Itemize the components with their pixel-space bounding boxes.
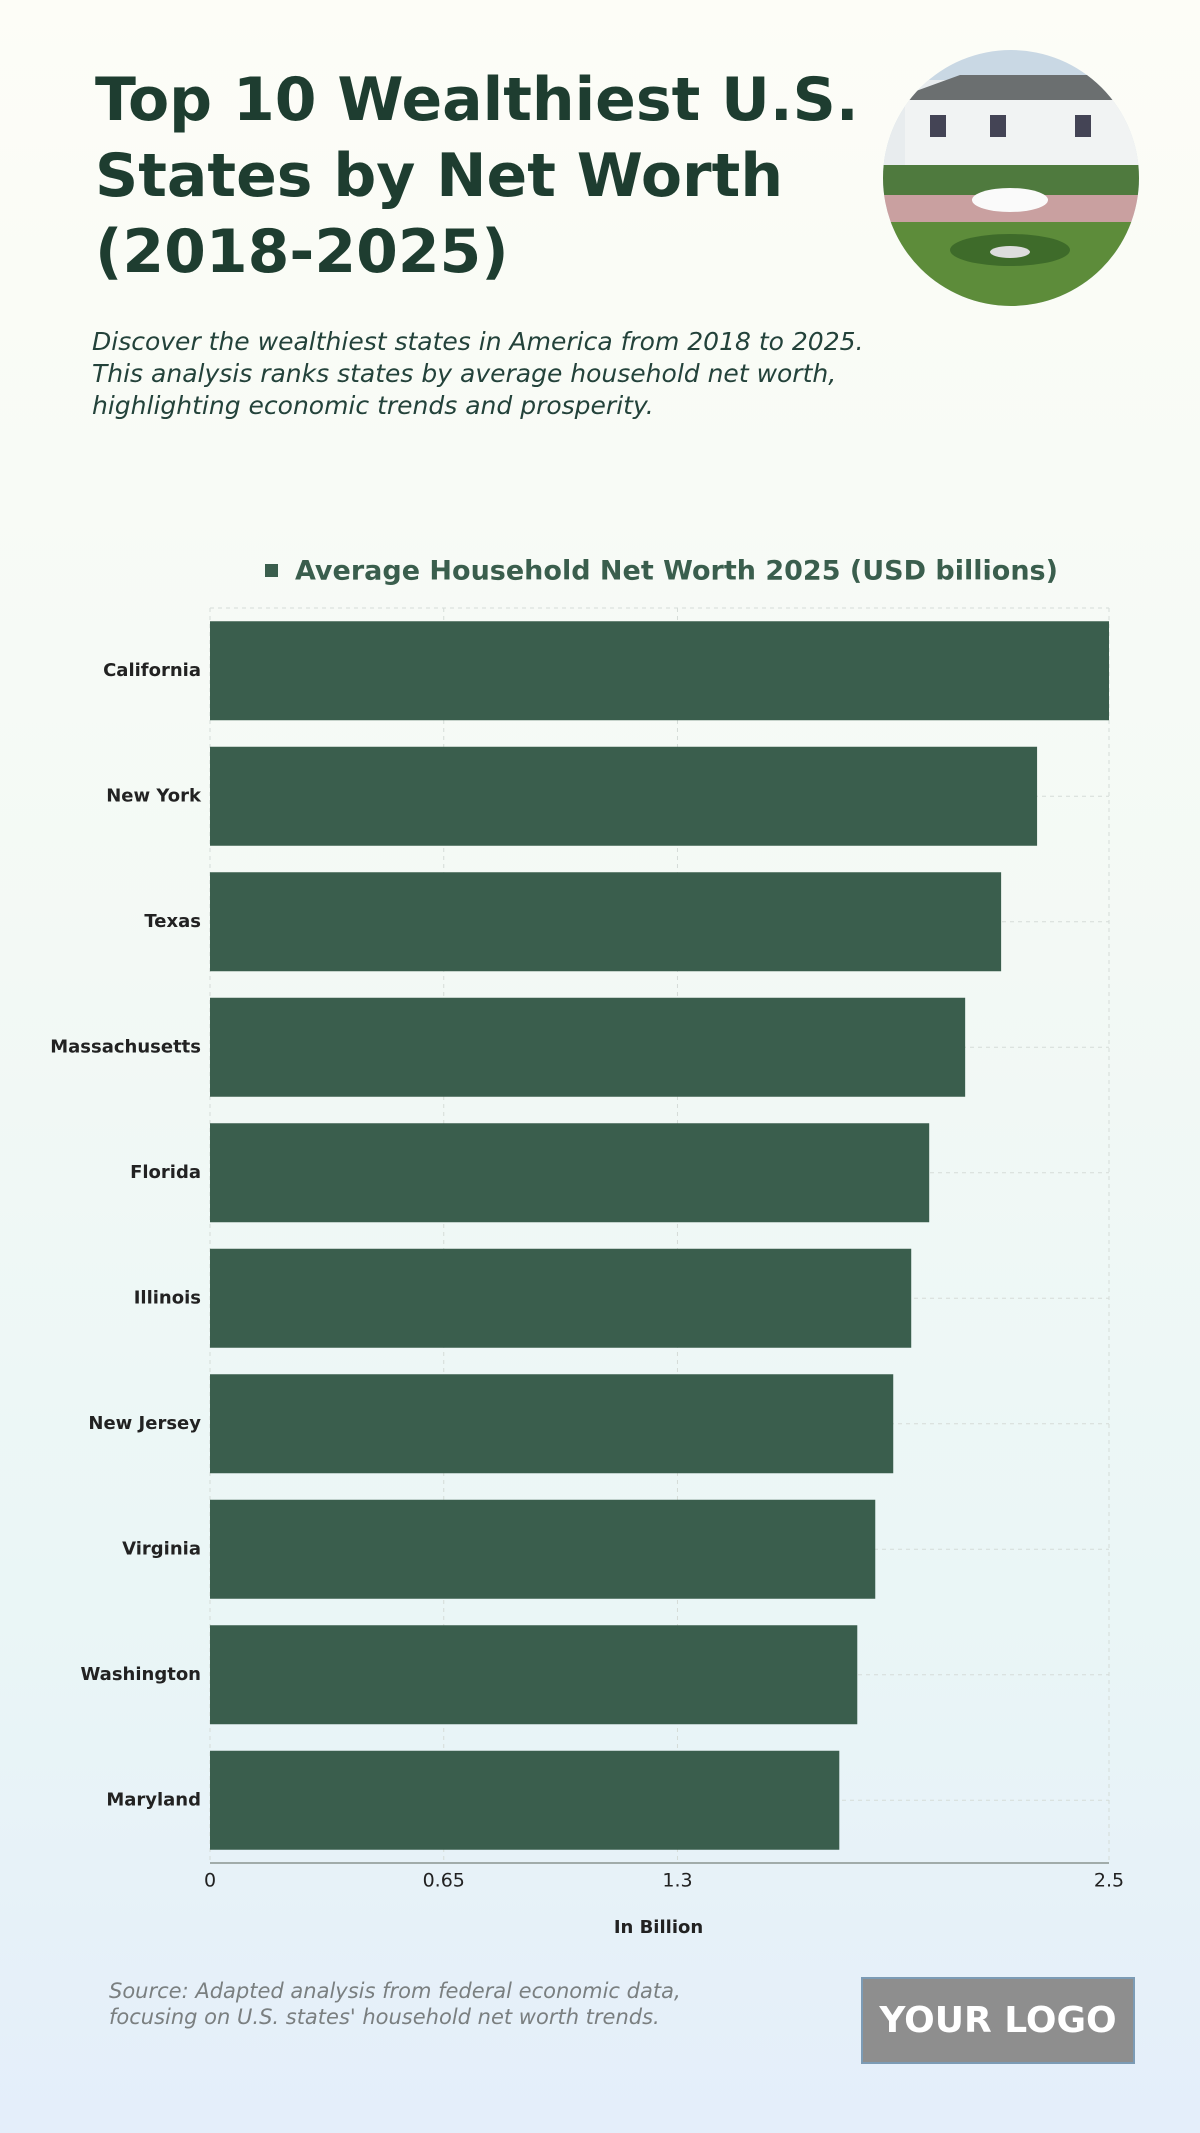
y-tick-label: Maryland [106, 1789, 201, 1810]
source-note: Source: Adapted analysis from federal ec… [109, 1979, 681, 2029]
y-tick-label: California [103, 660, 201, 681]
bar [210, 1625, 858, 1725]
title: Top 10 Wealthiest U.S. States by Net Wor… [95, 65, 859, 287]
x-tick-label: 2.5 [1094, 1870, 1124, 1892]
y-tick-label: Washington [80, 1664, 201, 1685]
y-tick-label: Illinois [134, 1287, 201, 1308]
y-tick-label: Texas [144, 911, 201, 932]
bar [210, 1374, 894, 1474]
photo [883, 50, 1139, 306]
legend-label: Average Household Net Worth 2025 (USD bi… [295, 556, 1058, 587]
bar [210, 1750, 840, 1850]
bar [210, 1123, 930, 1223]
bar [210, 997, 966, 1097]
y-tick-label: Massachusetts [50, 1036, 201, 1057]
subtitle: Discover the wealthiest states in Americ… [92, 327, 864, 420]
x-tick-label: 0 [204, 1870, 216, 1892]
x-tick-label: 1.3 [662, 1870, 692, 1892]
logo: YOUR LOGO [861, 1977, 1135, 2064]
bar [210, 1499, 876, 1599]
bar [210, 621, 1109, 721]
bar [210, 1248, 912, 1348]
legend-swatch [265, 564, 278, 577]
y-tick-label: New York [106, 785, 202, 806]
bar [210, 746, 1038, 846]
x-axis-title: In Billion [614, 1917, 703, 1938]
y-tick-label: Florida [130, 1162, 201, 1183]
bar [210, 872, 1002, 972]
y-tick-label: New Jersey [88, 1413, 201, 1434]
y-tick-label: Virginia [122, 1538, 201, 1559]
x-tick-label: 0.65 [423, 1870, 465, 1892]
